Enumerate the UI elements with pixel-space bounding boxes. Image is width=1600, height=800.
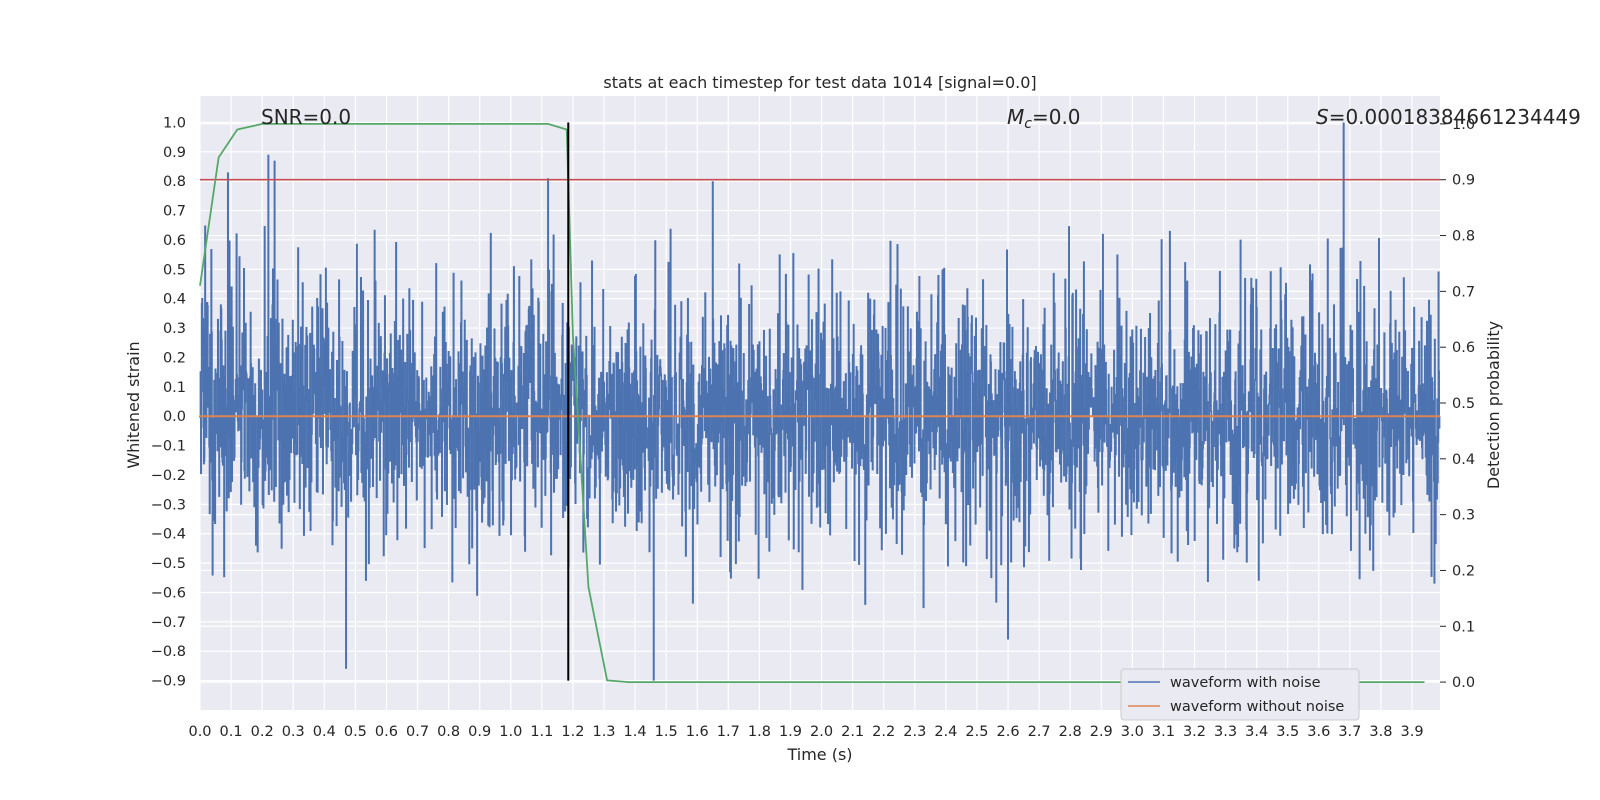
x-tick-label: 1.4 bbox=[624, 724, 647, 740]
legend-label-clean: waveform without noise bbox=[1170, 699, 1344, 715]
mc-subscript: c bbox=[1024, 116, 1032, 132]
y2-axis-label: Detection probability bbox=[1484, 321, 1503, 489]
y-axis-label: Whitened strain bbox=[124, 341, 143, 468]
noisy-waveform bbox=[199, 122, 1441, 681]
y-tick-label: −0.1 bbox=[151, 439, 186, 455]
x-tick-label: 0.9 bbox=[468, 724, 491, 740]
x-tick-label: 2.7 bbox=[1028, 724, 1051, 740]
y2-tick-label: 0.3 bbox=[1452, 508, 1475, 524]
x-tick-label: 2.0 bbox=[810, 724, 833, 740]
x-axis-label: Time (s) bbox=[786, 745, 852, 764]
x-tick-label: 3.4 bbox=[1245, 724, 1268, 740]
y-tick-label: 0.3 bbox=[163, 321, 186, 337]
y-tick-label: 0.0 bbox=[163, 409, 186, 425]
y-tick-label: 0.9 bbox=[163, 145, 186, 161]
x-tick-label: 2.3 bbox=[903, 724, 926, 740]
x-tick-label: 1.8 bbox=[748, 724, 771, 740]
x-tick-label: 3.8 bbox=[1369, 724, 1392, 740]
y-tick-label: −0.3 bbox=[151, 497, 186, 513]
legend-label-noise: waveform with noise bbox=[1170, 675, 1321, 691]
x-tick-label: 2.6 bbox=[996, 724, 1019, 740]
x-tick-label: 1.7 bbox=[717, 724, 740, 740]
x-tick-label: 0.1 bbox=[220, 724, 243, 740]
y2-tick-label: 0.4 bbox=[1452, 452, 1475, 468]
y2-axis-ticks: 0.0 0.1 0.2 0.3 0.4 0.5 0.6 0.7 0.8 0.9 1.0 bbox=[1440, 117, 1475, 691]
x-tick-label: 1.6 bbox=[686, 724, 709, 740]
y2-tick-label: 0.1 bbox=[1452, 619, 1475, 635]
x-tick-label: 1.5 bbox=[655, 724, 678, 740]
x-tick-label: 0.4 bbox=[313, 724, 336, 740]
s-annotation: S=0.00018384661234449 bbox=[1316, 105, 1581, 129]
x-tick-label: 3.0 bbox=[1121, 724, 1144, 740]
y-tick-label: 0.8 bbox=[163, 174, 186, 190]
y2-tick-label: 0.8 bbox=[1452, 229, 1475, 245]
y2-tick-label: 0.6 bbox=[1452, 340, 1475, 356]
x-tick-label: 2.4 bbox=[934, 724, 957, 740]
x-tick-label: 2.2 bbox=[872, 724, 895, 740]
x-tick-label: 2.5 bbox=[965, 724, 988, 740]
y-tick-label: 0.6 bbox=[163, 233, 186, 249]
snr-annotation: SNR=0.0 bbox=[261, 105, 351, 129]
y-tick-label: −0.4 bbox=[151, 527, 186, 543]
x-tick-label: 3.1 bbox=[1152, 724, 1175, 740]
y-tick-label: 0.2 bbox=[163, 350, 186, 366]
x-tick-label: 0.2 bbox=[251, 724, 274, 740]
y-tick-label: 0.5 bbox=[163, 262, 186, 278]
y-tick-label: 1.0 bbox=[163, 115, 186, 131]
legend: waveform with noise waveform without noi… bbox=[1120, 668, 1360, 721]
y2-tick-label: 0.9 bbox=[1452, 173, 1475, 189]
y-tick-label: 0.4 bbox=[163, 292, 186, 308]
detection-probability-line bbox=[199, 123, 1425, 683]
y-tick-label: −0.7 bbox=[151, 615, 186, 631]
y2-tick-label: 0.7 bbox=[1452, 284, 1475, 300]
x-tick-label: 3.7 bbox=[1338, 724, 1361, 740]
y-tick-label: −0.2 bbox=[151, 468, 186, 484]
x-axis-ticks: 0.0 0.1 0.2 0.3 0.4 0.5 0.6 0.7 0.8 0.9 1.0 1.1 1.2 1… bbox=[188, 724, 1423, 740]
x-tick-label: 1.3 bbox=[592, 724, 615, 740]
x-tick-label: 3.6 bbox=[1307, 724, 1330, 740]
y-tick-label: −0.5 bbox=[151, 556, 186, 572]
noise-trace bbox=[199, 225, 1441, 609]
x-tick-label: 3.3 bbox=[1214, 724, 1237, 740]
x-tick-label: 2.1 bbox=[841, 724, 864, 740]
x-tick-label: 1.2 bbox=[561, 724, 584, 740]
x-tick-label: 3.2 bbox=[1183, 724, 1206, 740]
legend-box bbox=[1120, 668, 1360, 721]
x-tick-label: 0.3 bbox=[282, 724, 305, 740]
y-tick-label: 0.1 bbox=[163, 380, 186, 396]
x-tick-label: 2.8 bbox=[1059, 724, 1082, 740]
s-symbol: S bbox=[1316, 105, 1329, 129]
x-tick-label: 1.1 bbox=[530, 724, 553, 740]
y2-tick-label: 0.2 bbox=[1452, 563, 1475, 579]
chart-title: stats at each timestep for test data 101… bbox=[603, 73, 1036, 92]
mc-value: =0.0 bbox=[1032, 105, 1081, 129]
x-tick-label: 1.0 bbox=[499, 724, 522, 740]
y-tick-label: 0.7 bbox=[163, 204, 186, 220]
y-tick-label: −0.8 bbox=[151, 644, 186, 660]
overlay-lines bbox=[199, 122, 1440, 683]
x-tick-label: 3.9 bbox=[1400, 724, 1423, 740]
y-tick-label: −0.9 bbox=[151, 674, 186, 690]
chirp-mass-annotation: Mc=0.0 bbox=[1007, 105, 1081, 132]
y2-tick-label: 0.0 bbox=[1452, 675, 1475, 691]
x-tick-label: 2.9 bbox=[1090, 724, 1113, 740]
mc-symbol: M bbox=[1007, 105, 1024, 129]
x-tick-label: 3.5 bbox=[1276, 724, 1299, 740]
x-tick-label: 1.9 bbox=[779, 724, 802, 740]
y2-tick-label: 1.0 bbox=[1452, 117, 1475, 133]
y-axis-ticks: −0.9 −0.8 −0.7 −0.6 −0.5 −0.4 −0.3 −0.2 −0.1 0.0 0… bbox=[151, 115, 186, 689]
x-tick-label: 0.6 bbox=[375, 724, 398, 740]
s-value: =0.00018384661234449 bbox=[1329, 105, 1581, 129]
x-tick-label: 0.7 bbox=[406, 724, 429, 740]
x-tick-label: 0.8 bbox=[437, 724, 460, 740]
x-tick-label: 0.5 bbox=[344, 724, 367, 740]
x-tick-label: 0.0 bbox=[188, 724, 211, 740]
y-tick-label: −0.6 bbox=[151, 585, 186, 601]
y2-tick-label: 0.5 bbox=[1452, 396, 1475, 412]
